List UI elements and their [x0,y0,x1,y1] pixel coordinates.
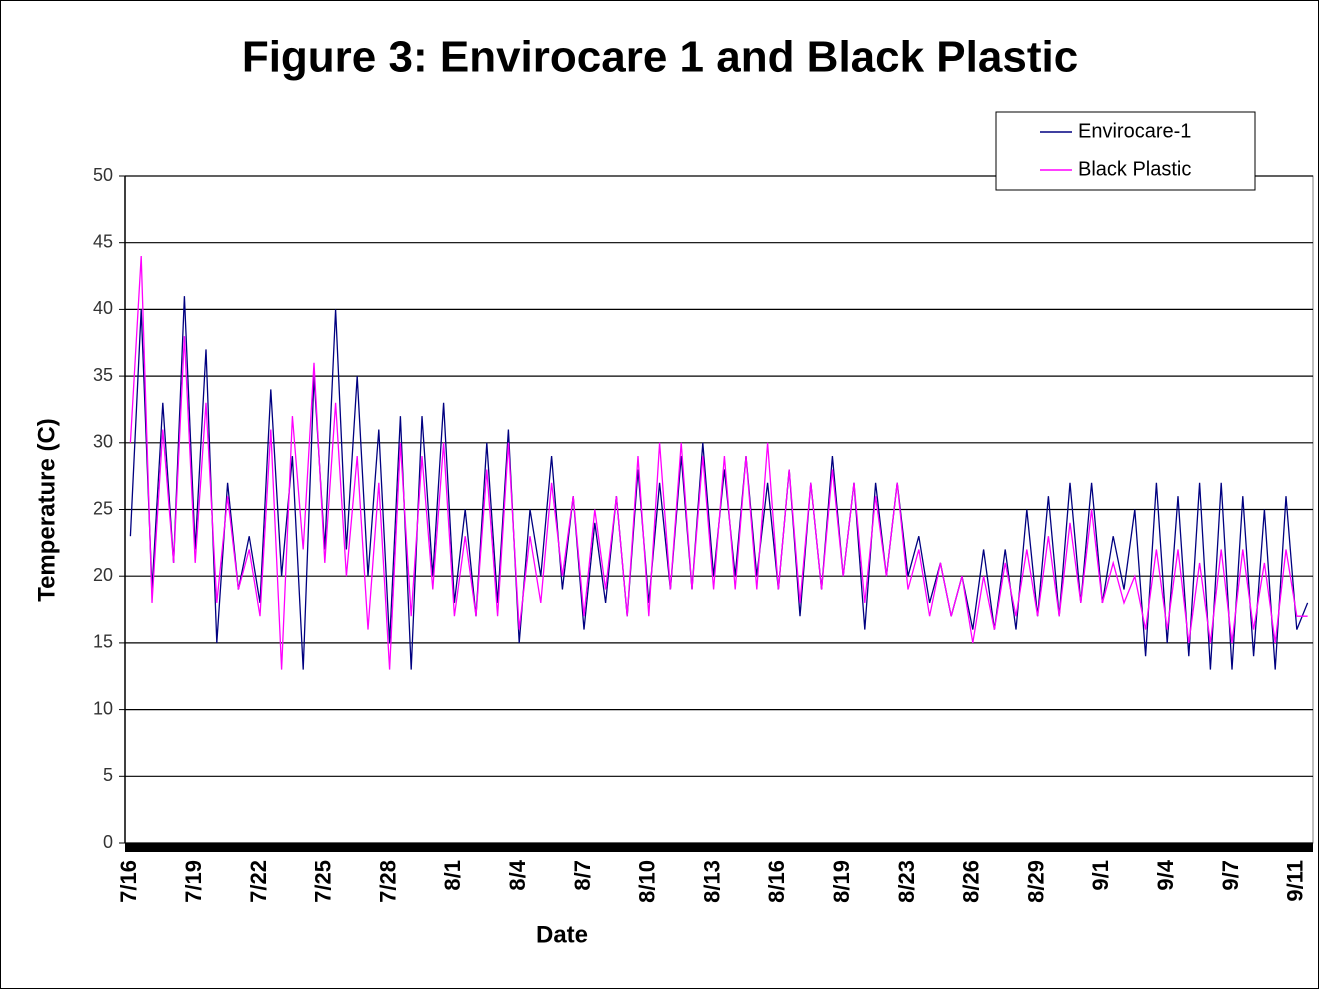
x-tick-label: 8/1 [440,860,465,891]
y-tick-label: 35 [93,365,113,385]
legend-label: Black Plastic [1078,158,1191,180]
x-tick-label: 8/26 [959,860,984,903]
x-tick-label: 9/4 [1153,859,1178,890]
legend: Envirocare-1 Black Plastic [995,111,1256,191]
series-line [129,255,1308,670]
x-tick-label: 8/7 [570,860,595,891]
x-tick-label: 7/28 [375,860,400,903]
x-tick-label: 8/23 [894,860,919,903]
x-axis [125,843,1313,852]
y-axis-label: Temperature (C) [33,418,60,602]
x-tick-label: 7/25 [311,860,336,903]
x-axis-label: Date [536,921,588,948]
x-tick-label: 7/19 [181,860,206,903]
y-tick-label: 20 [93,565,113,585]
x-tick-label: 7/16 [116,860,141,903]
x-tick-label: 9/11 [1283,860,1308,902]
legend-label: Envirocare-1 [1078,120,1191,142]
y-tick-label: 15 [93,632,113,652]
grid: 0 5 10 15 20 25 30 35 40 45 50 7/16 7/19 7/22 7/25 7/28… [93,165,1314,903]
x-tick-label: 8/10 [635,860,660,903]
x-tick-label: 9/7 [1218,860,1243,891]
x-tick-label: 8/4 [505,859,530,890]
y-tick-label: 0 [103,832,113,852]
x-tick-label: 9/1 [1088,860,1113,891]
y-tick-label: 5 [103,765,113,785]
x-tick-label: 8/29 [1023,860,1048,903]
chart-title: Figure 3: Envirocare 1 and Black Plastic [242,33,1078,82]
x-tick-label: 8/13 [699,860,724,903]
y-tick-label: 40 [93,298,113,318]
plot [129,255,1309,670]
y-tick-label: 25 [93,498,113,518]
y-tick-label: 10 [93,698,113,718]
y-tick-label: 45 [93,231,113,251]
x-tick-label: 7/22 [246,860,271,903]
x-tick-label: 8/19 [829,860,854,903]
x-tick-label: 8/16 [764,860,789,903]
legend-box [995,111,1256,191]
y-tick-label: 30 [93,432,113,452]
y-tick-label: 50 [93,165,113,185]
